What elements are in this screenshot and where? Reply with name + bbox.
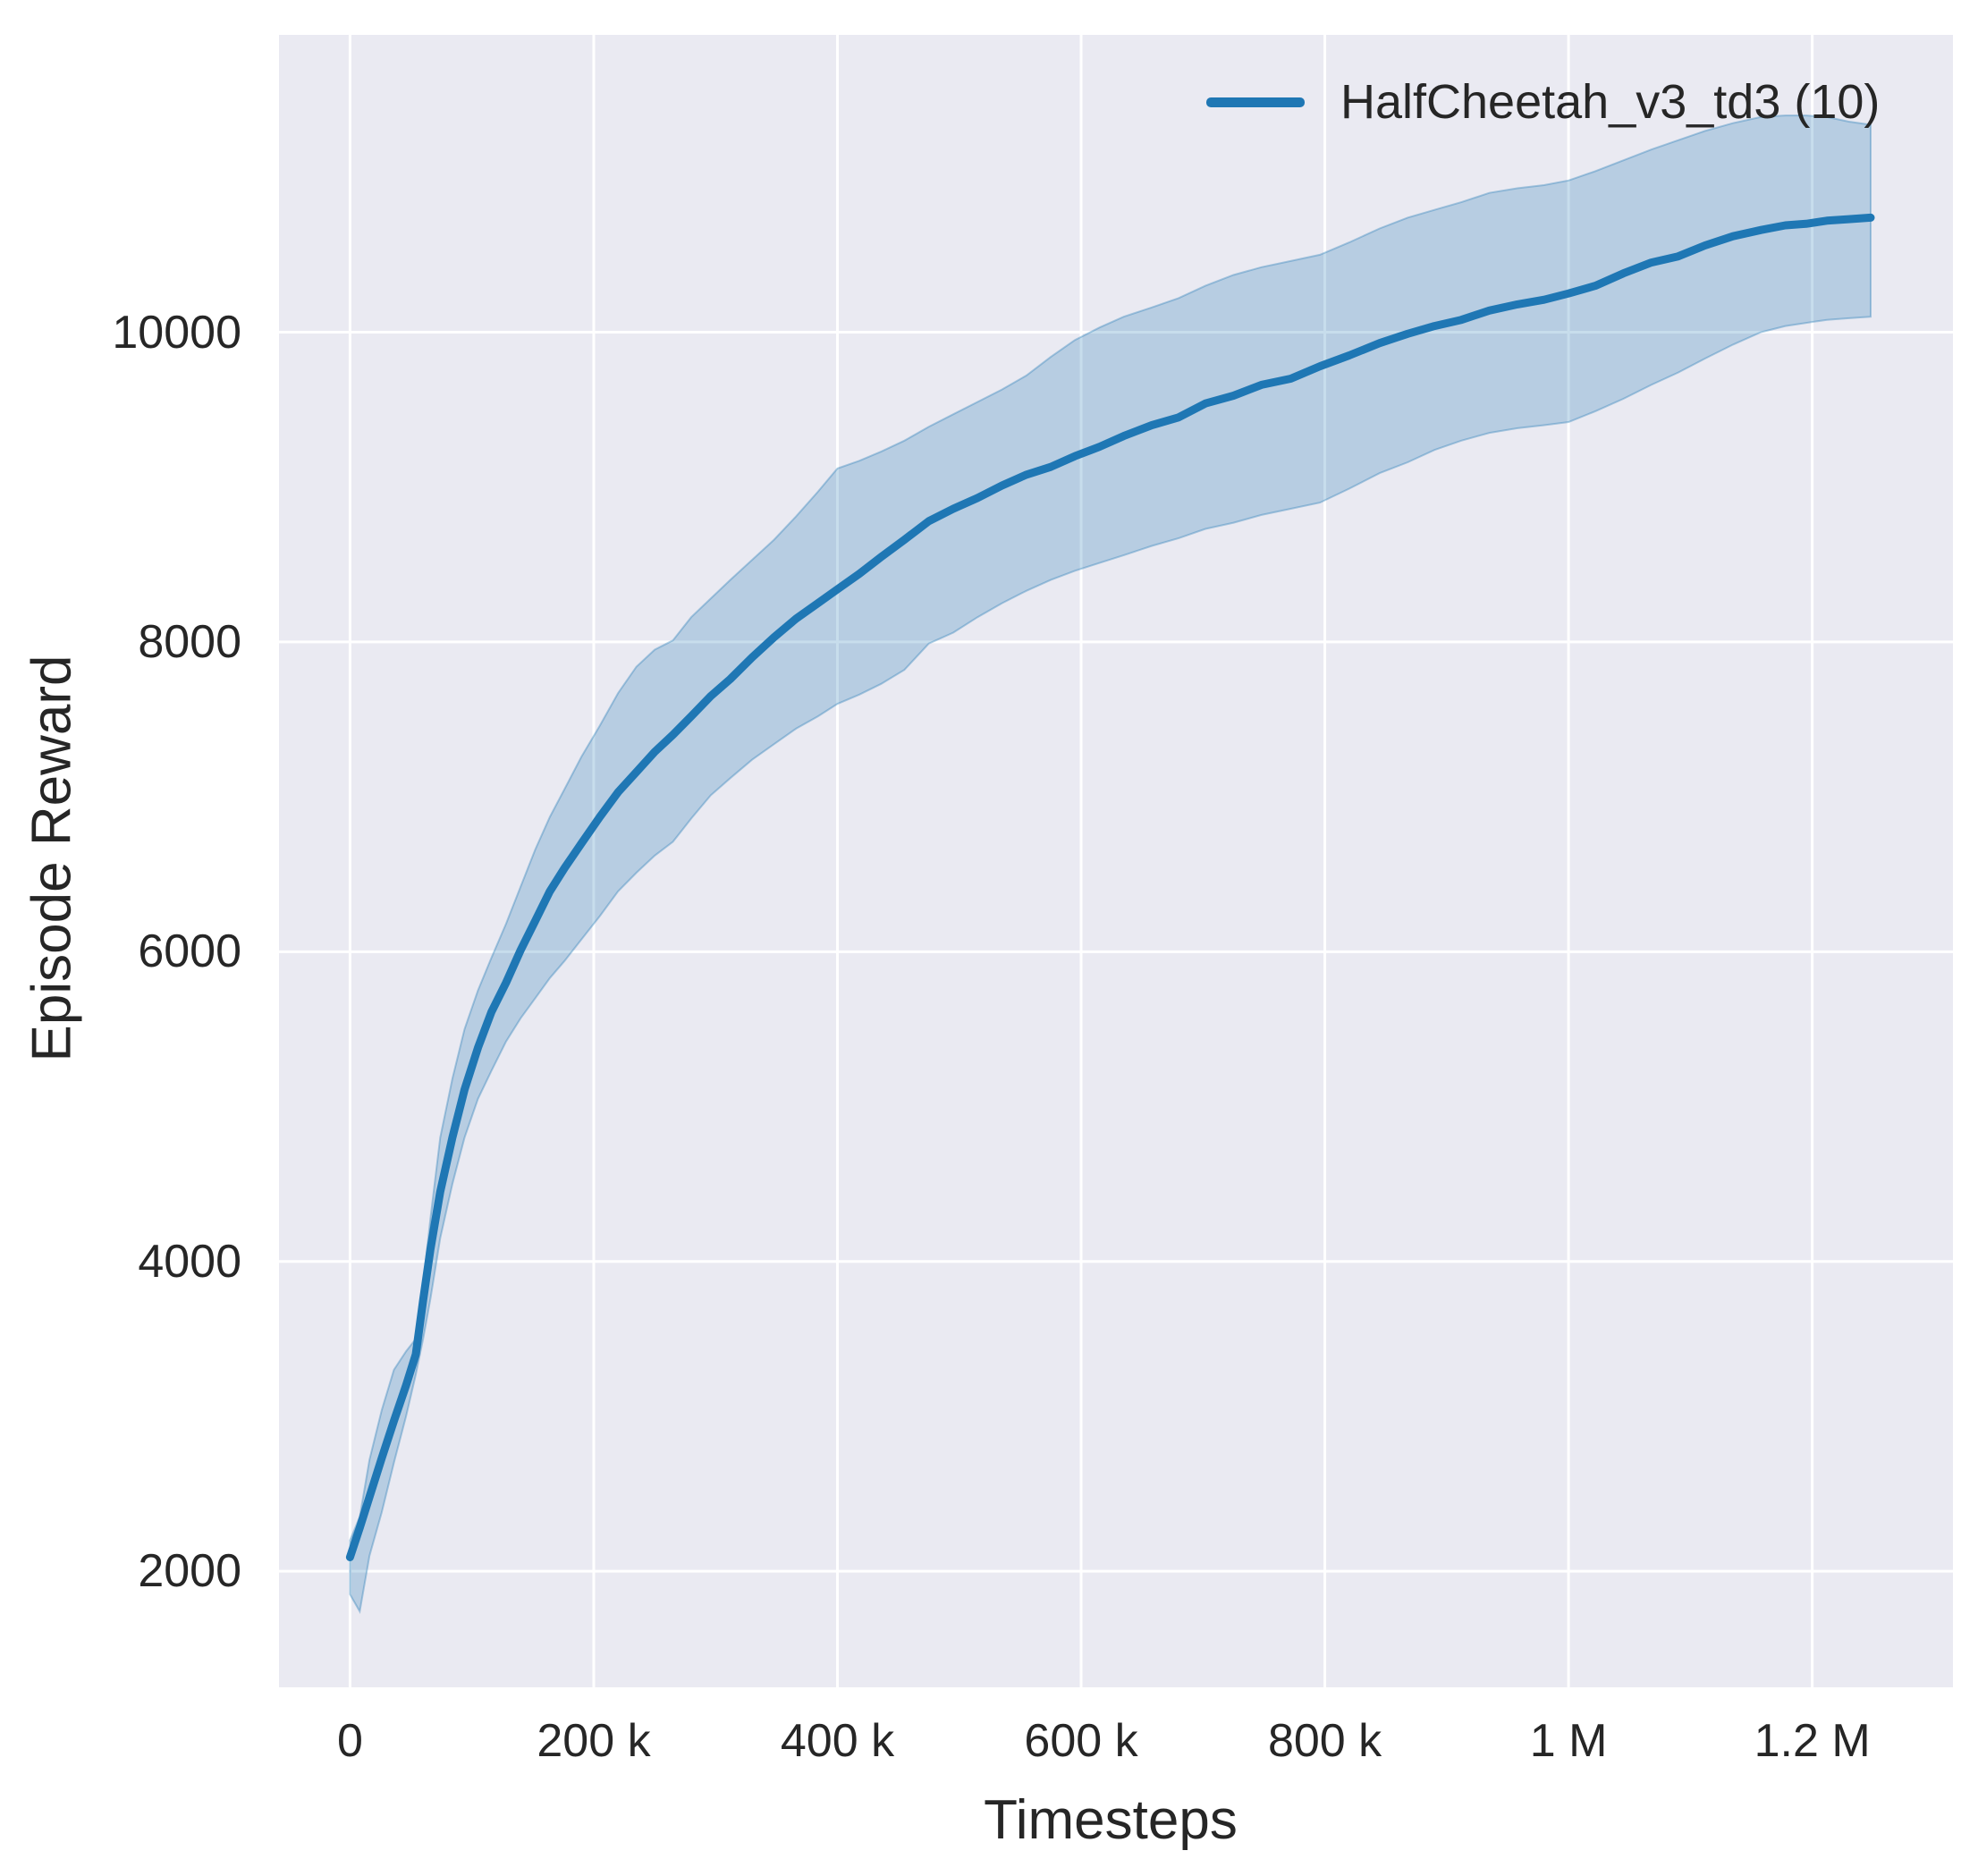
x-axis-label: Timesteps bbox=[984, 1789, 1238, 1851]
legend: HalfCheetah_v3_td3 (10) bbox=[1206, 75, 1881, 129]
y-tick-label: 10000 bbox=[112, 306, 241, 359]
y-tick-label: 4000 bbox=[138, 1235, 241, 1288]
confidence-band bbox=[349, 114, 1872, 1614]
x-tick-label: 600 k bbox=[1024, 1715, 1138, 1767]
x-tick-label: 1 M bbox=[1529, 1715, 1608, 1767]
legend-line-swatch-icon bbox=[1206, 97, 1305, 107]
mean-line bbox=[345, 213, 1875, 1561]
x-tick-label: 400 k bbox=[780, 1715, 895, 1767]
x-tick-label: 0 bbox=[336, 1715, 363, 1767]
y-tick-label: 2000 bbox=[138, 1545, 241, 1598]
chart-canvas bbox=[279, 35, 1953, 1687]
x-tick-label: 1.2 M bbox=[1754, 1715, 1871, 1767]
x-tick-label: 200 k bbox=[537, 1715, 651, 1767]
legend-label: HalfCheetah_v3_td3 (10) bbox=[1340, 75, 1881, 129]
plot-area bbox=[279, 35, 1953, 1687]
y-axis-label: Episode Reward bbox=[21, 655, 83, 1062]
x-tick-label: 800 k bbox=[1267, 1715, 1382, 1767]
